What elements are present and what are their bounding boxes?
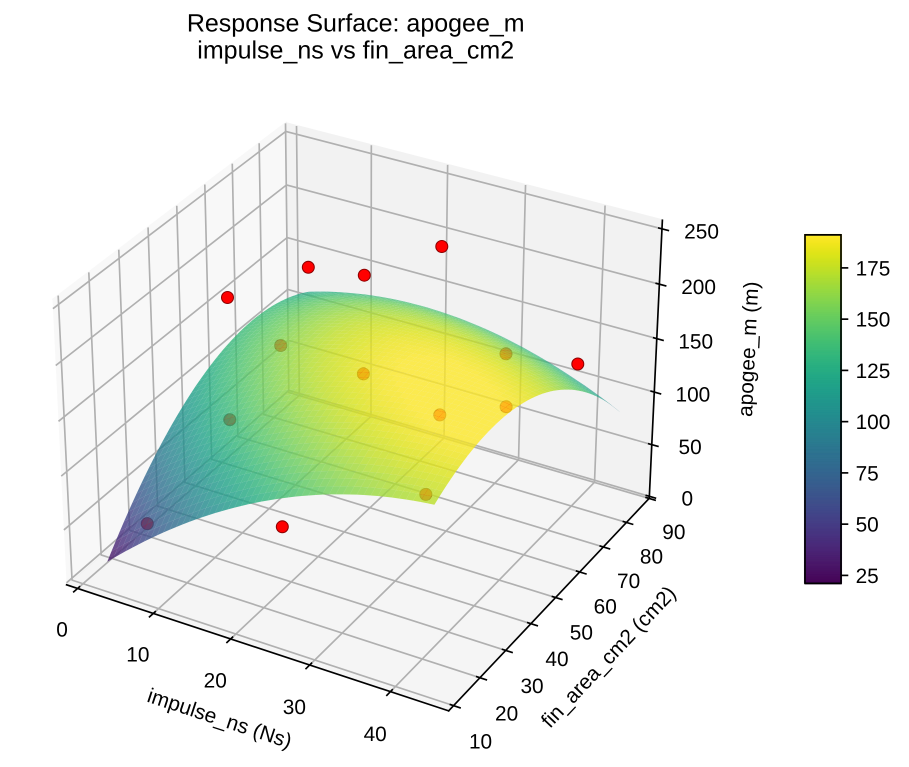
svg-text:40: 40 xyxy=(545,649,569,672)
svg-text:100: 100 xyxy=(675,385,711,408)
svg-text:0: 0 xyxy=(682,489,695,512)
svg-text:30: 30 xyxy=(520,676,544,699)
svg-text:10: 10 xyxy=(126,645,150,668)
svg-text:20: 20 xyxy=(495,704,519,727)
svg-text:50: 50 xyxy=(570,623,594,646)
svg-text:90: 90 xyxy=(662,522,686,545)
svg-text:10: 10 xyxy=(469,732,493,755)
svg-text:impulse_ns vs fin_area_cm2: impulse_ns vs fin_area_cm2 xyxy=(197,36,515,65)
svg-text:25: 25 xyxy=(856,566,880,589)
svg-text:60: 60 xyxy=(594,597,618,620)
svg-text:150: 150 xyxy=(678,332,714,355)
svg-text:150: 150 xyxy=(856,310,892,333)
svg-text:40: 40 xyxy=(364,725,388,748)
svg-text:30: 30 xyxy=(283,698,307,721)
svg-text:125: 125 xyxy=(856,361,892,384)
svg-text:50: 50 xyxy=(856,515,880,538)
svg-text:75: 75 xyxy=(856,464,880,487)
svg-text:250: 250 xyxy=(684,222,720,245)
svg-text:70: 70 xyxy=(617,571,641,594)
svg-text:100: 100 xyxy=(856,413,892,436)
svg-text:175: 175 xyxy=(856,259,892,282)
svg-text:50: 50 xyxy=(678,437,702,460)
svg-text:200: 200 xyxy=(681,277,717,300)
svg-text:Response Surface: apogee_m: Response Surface: apogee_m xyxy=(187,9,525,38)
svg-text:80: 80 xyxy=(640,547,664,570)
svg-text:20: 20 xyxy=(204,671,228,694)
svg-text:0: 0 xyxy=(56,620,68,643)
